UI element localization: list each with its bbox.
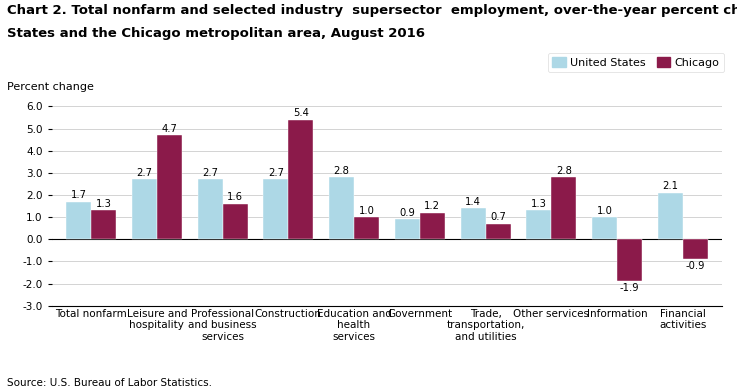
Bar <box>132 180 157 239</box>
Bar <box>91 211 116 239</box>
Bar <box>66 201 91 239</box>
Bar <box>682 239 708 259</box>
Bar <box>551 177 576 239</box>
Text: States and the Chicago metropolitan area, August 2016: States and the Chicago metropolitan area… <box>7 27 425 40</box>
Bar <box>263 180 288 239</box>
Legend: United States, Chicago: United States, Chicago <box>548 53 724 72</box>
Bar <box>223 204 248 239</box>
Text: Source: U.S. Bureau of Labor Statistics.: Source: U.S. Bureau of Labor Statistics. <box>7 378 212 388</box>
Bar <box>486 224 511 239</box>
Text: 2.7: 2.7 <box>202 168 218 178</box>
Bar <box>329 177 354 239</box>
Bar <box>157 135 182 239</box>
Text: Chart 2. Total nonfarm and selected industry  supersector  employment, over-the-: Chart 2. Total nonfarm and selected indu… <box>7 4 737 17</box>
Text: 0.9: 0.9 <box>399 208 415 218</box>
Text: 2.7: 2.7 <box>268 168 284 178</box>
Bar <box>198 180 223 239</box>
Text: 1.0: 1.0 <box>359 205 374 216</box>
Text: 1.2: 1.2 <box>425 201 440 211</box>
Text: 4.7: 4.7 <box>161 123 177 134</box>
Bar <box>526 211 551 239</box>
Text: 1.0: 1.0 <box>597 205 612 216</box>
Bar <box>354 217 379 239</box>
Bar <box>288 120 313 239</box>
Text: 5.4: 5.4 <box>293 108 309 118</box>
Text: 2.8: 2.8 <box>334 166 349 176</box>
Text: 1.7: 1.7 <box>71 190 86 200</box>
Bar <box>461 208 486 239</box>
Text: -0.9: -0.9 <box>685 261 705 271</box>
Text: 0.7: 0.7 <box>490 212 506 222</box>
Text: -1.9: -1.9 <box>620 283 640 293</box>
Bar <box>420 213 445 239</box>
Text: 2.1: 2.1 <box>663 181 678 191</box>
Text: 1.4: 1.4 <box>465 197 481 207</box>
Text: Percent change: Percent change <box>7 82 94 92</box>
Text: 2.8: 2.8 <box>556 166 572 176</box>
Text: 1.6: 1.6 <box>227 192 243 202</box>
Bar <box>592 217 617 239</box>
Text: 1.3: 1.3 <box>96 199 111 209</box>
Bar <box>395 220 420 239</box>
Bar <box>617 239 642 281</box>
Text: 1.3: 1.3 <box>531 199 547 209</box>
Text: 2.7: 2.7 <box>136 168 153 178</box>
Bar <box>658 193 682 239</box>
